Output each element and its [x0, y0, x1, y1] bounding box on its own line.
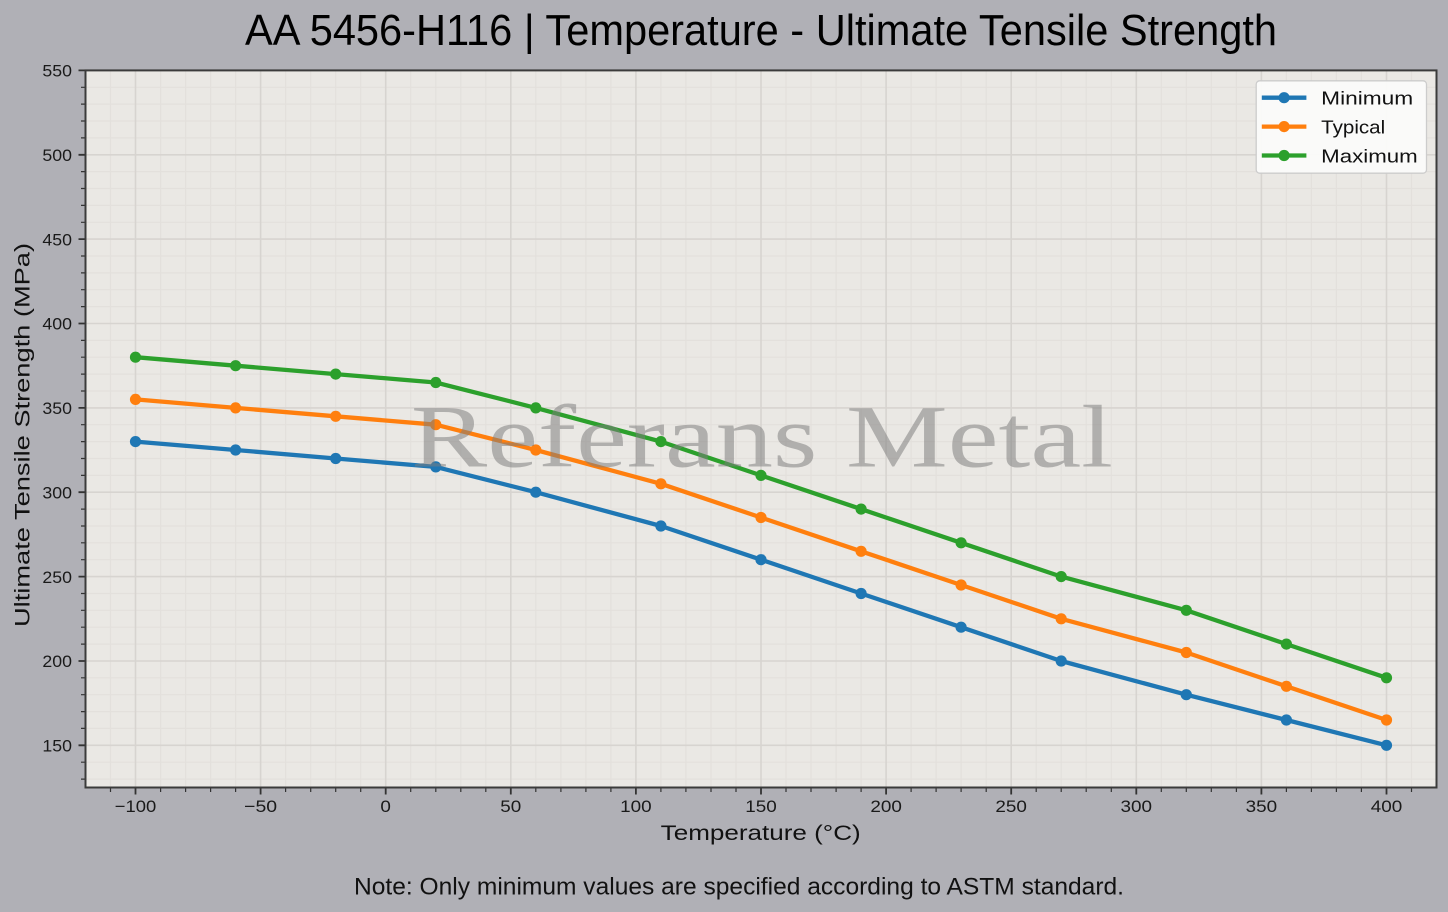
svg-text:0: 0 [380, 797, 391, 816]
svg-text:Temperature (°C): Temperature (°C) [661, 822, 861, 845]
svg-text:−100: −100 [115, 797, 157, 816]
svg-text:550: 550 [42, 62, 72, 81]
svg-text:400: 400 [1371, 797, 1403, 816]
svg-text:500: 500 [42, 146, 72, 165]
svg-text:Referans Metal: Referans Metal [411, 389, 1113, 487]
svg-text:50: 50 [500, 797, 521, 816]
svg-text:−50: −50 [244, 797, 277, 816]
svg-text:Ultimate Tensile Strength (MPa: Ultimate Tensile Strength (MPa) [11, 243, 34, 627]
svg-text:250: 250 [42, 568, 72, 587]
svg-text:Typical: Typical [1321, 116, 1385, 137]
svg-text:350: 350 [42, 399, 72, 418]
svg-text:200: 200 [870, 797, 902, 816]
svg-text:300: 300 [42, 483, 72, 502]
svg-text:100: 100 [620, 797, 652, 816]
svg-text:350: 350 [1246, 797, 1278, 816]
svg-text:Minimum: Minimum [1321, 88, 1413, 109]
svg-text:Note: Only minimum values are: Note: Only minimum values are specified … [354, 873, 1124, 900]
svg-text:250: 250 [995, 797, 1027, 816]
svg-text:450: 450 [42, 230, 72, 249]
svg-text:Maximum: Maximum [1321, 145, 1418, 166]
svg-text:400: 400 [42, 315, 72, 334]
svg-text:200: 200 [42, 652, 72, 671]
svg-text:150: 150 [745, 797, 777, 816]
svg-text:300: 300 [1121, 797, 1153, 816]
svg-text:AA 5456-H116 | Temperature - U: AA 5456-H116 | Temperature - Ultimate Te… [245, 6, 1277, 55]
svg-text:150: 150 [42, 737, 72, 756]
